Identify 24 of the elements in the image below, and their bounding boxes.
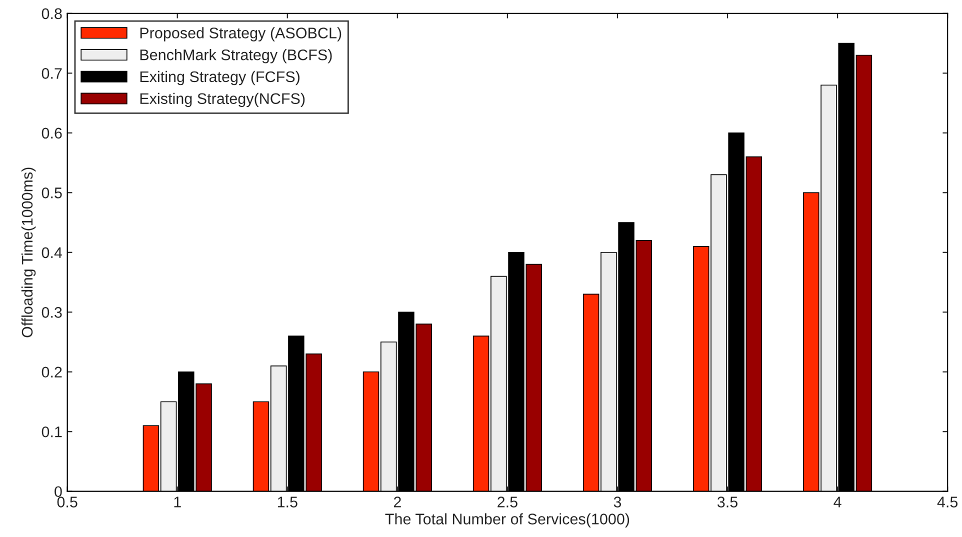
x-tick-label: 4.5 [937,496,958,508]
y-tick-label: 0.5 [42,188,62,198]
x-tick-label: 4 [834,496,842,508]
legend-label: Proposed Strategy (ASOBCL) [140,27,342,42]
y-tick-label: 0.1 [42,426,62,438]
y-tick-label: 0.3 [42,307,62,318]
legend-label: Existing Strategy(NCFS) [140,92,305,108]
x-tick-label: 1.5 [278,496,298,508]
y-tick-label: 0.8 [42,8,62,20]
x-tick-label: 3 [614,496,622,508]
x-tick-label: 3.5 [717,496,738,508]
x-tick-label: 2 [394,496,401,508]
x-axis-title: The Total Number of Services(1000) [385,513,630,528]
y-tick-label: 0.6 [42,128,62,139]
legend-label: BenchMark Strategy (BCFS) [140,49,332,64]
x-tick-label: 0.5 [57,496,78,508]
y-axis-title: Offloading Time(1000ms) [21,168,36,338]
legend-label: Exiting Strategy (FCFS) [140,70,300,86]
y-tick-label: 0.2 [42,366,62,378]
y-tick-label: 0 [54,486,62,498]
y-tick-label: 0.4 [42,247,62,258]
y-tick-label: 0.7 [42,68,62,79]
x-tick-label: 1 [174,496,181,508]
x-tick-label: 2.5 [498,496,518,508]
